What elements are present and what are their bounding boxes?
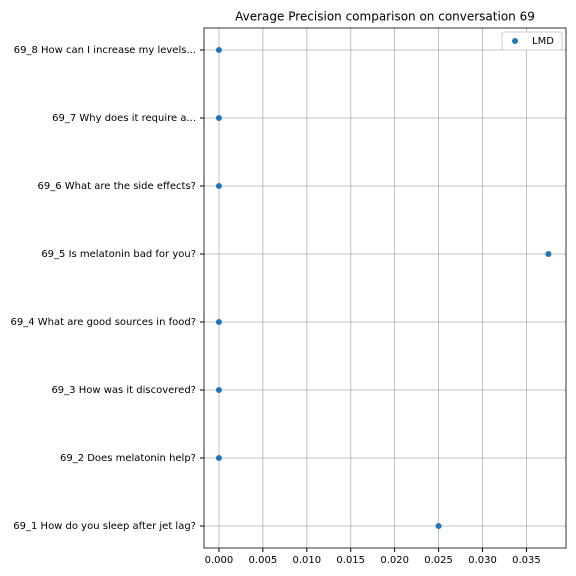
x-tick-label: 0.035 [512, 555, 541, 566]
y-tick-label: 69_8 How can I increase my levels... [14, 45, 196, 56]
x-tick-label: 0.030 [468, 555, 497, 566]
x-tick-label: 0.005 [249, 555, 278, 566]
legend-box [501, 31, 563, 51]
x-tick-label: 0.015 [336, 555, 365, 566]
point [215, 47, 222, 53]
chart-title: Average Precision comparison on conversa… [235, 10, 535, 24]
point [545, 251, 552, 257]
y-tick-label: 69_6 What are the side effects? [38, 181, 196, 192]
plot-frame [203, 27, 567, 549]
x-tick-label: 0.000 [205, 555, 234, 566]
x-tick-label: 0.025 [424, 555, 453, 566]
point [215, 455, 222, 461]
x-tick-label: 0.010 [292, 555, 321, 566]
legend-label: LMD [532, 36, 554, 47]
point [215, 183, 222, 189]
y-tick-label: 69_5 Is melatonin bad for you? [41, 249, 196, 260]
point [215, 319, 222, 325]
point [215, 115, 222, 121]
y-tick-label: 69_2 Does melatonin help? [60, 453, 196, 464]
y-tick-label: 69_7 Why does it require a... [52, 113, 196, 124]
y-tick-label: 69_4 What are good sources in food? [11, 317, 196, 328]
y-tick-label: 69_3 How was it discovered? [51, 385, 196, 396]
legend-marker [512, 38, 518, 44]
point [435, 523, 442, 529]
point [215, 387, 222, 393]
y-tick-label: 69_1 How do you sleep after jet lag? [13, 521, 196, 532]
x-tick-label: 0.020 [380, 555, 409, 566]
